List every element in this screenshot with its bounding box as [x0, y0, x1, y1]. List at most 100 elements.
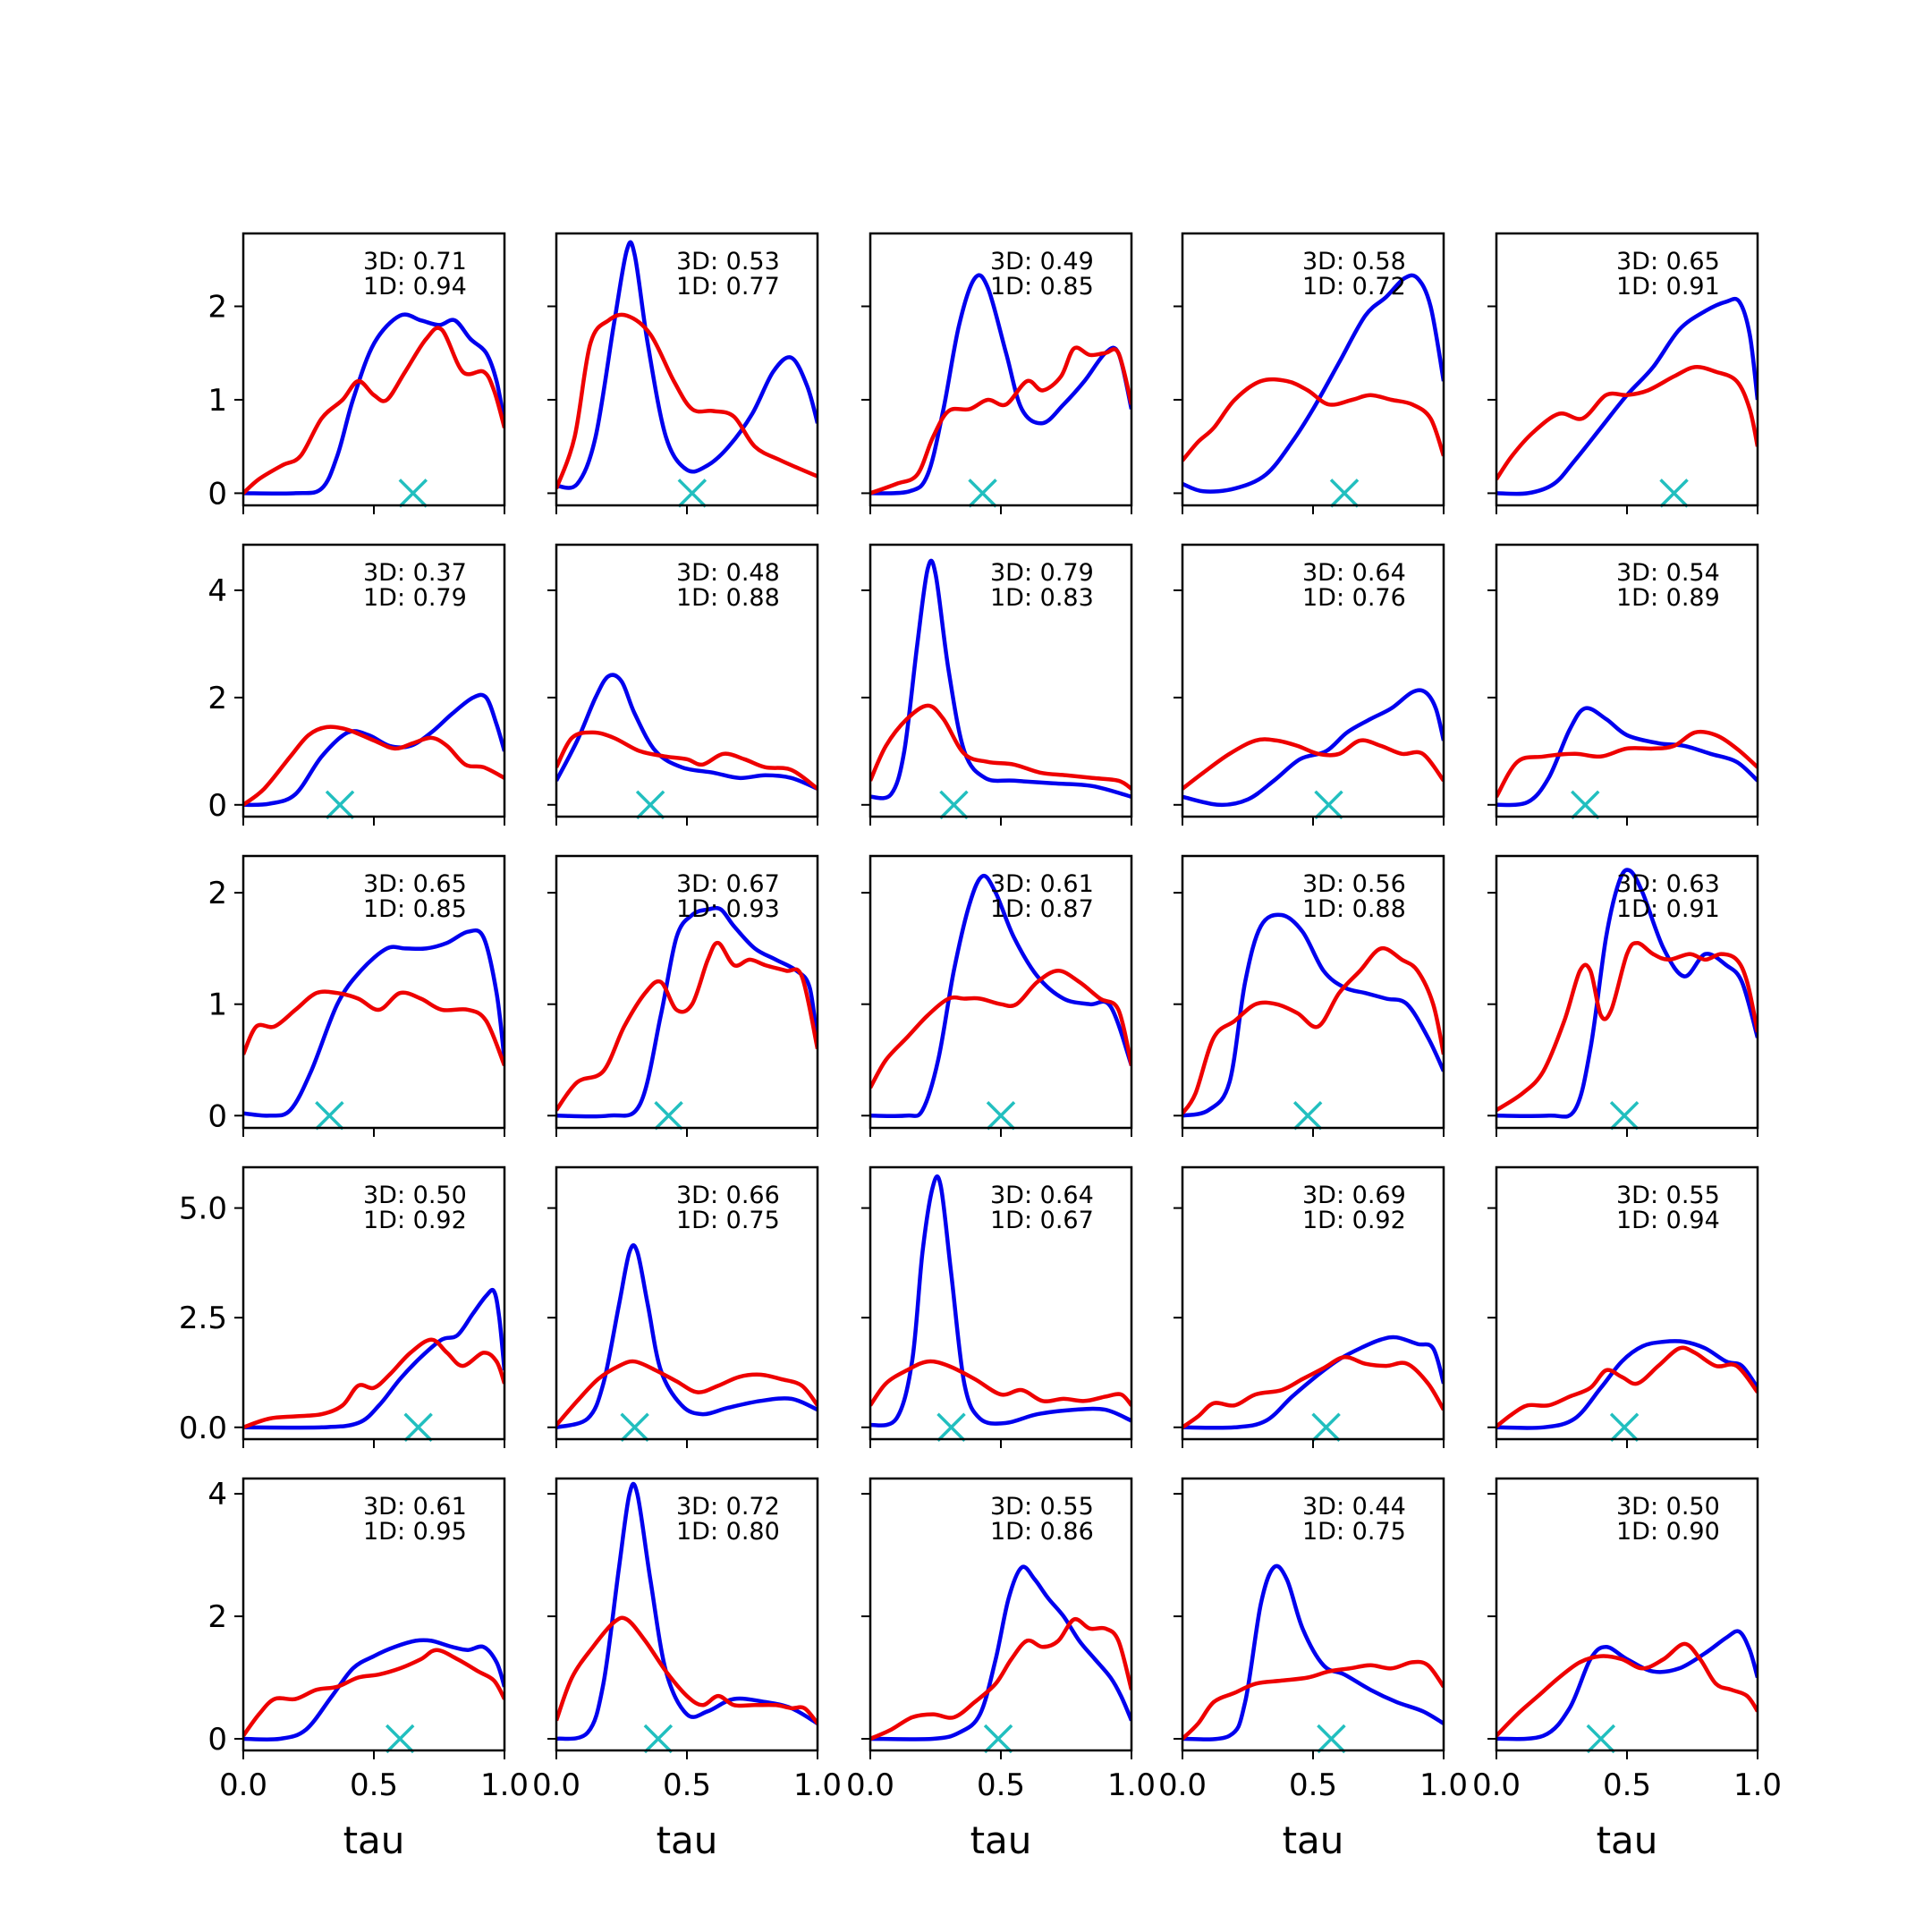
y-tick-label: 2 [208, 681, 227, 716]
mean-marker [983, 1724, 1013, 1754]
mean-marker [1609, 1412, 1640, 1442]
series-blue-line [243, 1638, 504, 1741]
y-tick-label: 0.0 [179, 1411, 227, 1446]
mean-marker [986, 1101, 1016, 1131]
mean-marker [968, 479, 997, 508]
x-tick-label: 0.0 [532, 1767, 580, 1803]
x-tick-label: 0.5 [1603, 1767, 1651, 1803]
x-tick-label: 0.0 [1472, 1767, 1521, 1803]
y-tick-label: 2.5 [179, 1301, 227, 1336]
annotation-3d: 3D: 0.71 [363, 248, 467, 275]
annotation-3d: 3D: 0.61 [990, 870, 1094, 898]
annotation-3d: 3D: 0.64 [990, 1182, 1094, 1209]
x-tick-label: 0.0 [1158, 1767, 1207, 1803]
series-blue-line [243, 1288, 504, 1430]
series-blue-line [870, 1174, 1131, 1428]
mean-marker [1659, 479, 1689, 508]
annotation-1d: 1D: 0.75 [1302, 1518, 1406, 1546]
annotation-1d: 1D: 0.67 [990, 1207, 1094, 1234]
x-tick-label: 0.0 [219, 1767, 267, 1803]
series-red-line [1496, 1641, 1758, 1738]
annotation-1d: 1D: 0.88 [1302, 895, 1406, 923]
series-red-line [870, 969, 1131, 1089]
annotation-3d: 3D: 0.56 [1302, 870, 1406, 898]
y-tick-label: 1 [208, 987, 227, 1023]
series-blue-line [1496, 1629, 1758, 1741]
y-tick-label: 1 [208, 383, 227, 419]
annotation-1d: 1D: 0.90 [1616, 1518, 1720, 1546]
series-blue-line [556, 240, 818, 490]
series-blue-line [243, 928, 504, 1118]
series-red-line [1496, 729, 1758, 798]
y-tick-label: 0 [208, 476, 227, 512]
annotation-1d: 1D: 0.88 [676, 584, 780, 612]
annotation-3d: 3D: 0.37 [363, 559, 467, 587]
series-red-line [870, 703, 1131, 791]
mean-marker [315, 1101, 344, 1131]
mean-marker [1311, 1412, 1341, 1442]
annotation-3d: 3D: 0.65 [363, 870, 467, 898]
x-tick-label: 0.5 [1289, 1767, 1337, 1803]
mean-marker [403, 1412, 433, 1442]
annotation-3d: 3D: 0.67 [676, 870, 780, 898]
annotation-1d: 1D: 0.75 [676, 1207, 780, 1234]
annotation-1d: 1D: 0.92 [363, 1207, 467, 1234]
annotation-1d: 1D: 0.91 [1616, 895, 1720, 923]
mean-marker [677, 479, 708, 508]
series-blue-line [1182, 912, 1444, 1118]
x-axis-label: tau [1283, 1818, 1344, 1862]
annotation-1d: 1D: 0.94 [363, 273, 467, 301]
annotation-1d: 1D: 0.72 [1302, 273, 1406, 301]
series-blue-line [870, 558, 1131, 801]
annotation-3d: 3D: 0.66 [676, 1182, 780, 1209]
mean-marker [635, 790, 665, 820]
series-red-line [870, 1616, 1131, 1741]
series-blue-line [1182, 688, 1444, 808]
series-red-line [870, 1359, 1131, 1407]
annotation-3d: 3D: 0.55 [1616, 1182, 1720, 1209]
annotation-3d: 3D: 0.65 [1616, 248, 1720, 275]
annotation-1d: 1D: 0.77 [676, 273, 780, 301]
annotation-3d: 3D: 0.79 [990, 559, 1094, 587]
y-tick-label: 2 [208, 876, 227, 911]
mean-marker [1609, 1101, 1640, 1131]
annotation-3d: 3D: 0.61 [363, 1493, 467, 1521]
annotation-1d: 1D: 0.93 [676, 895, 780, 923]
series-red-line [556, 1615, 818, 1725]
annotation-1d: 1D: 0.85 [363, 895, 467, 923]
series-red-line [1182, 377, 1444, 462]
series-blue-line [243, 692, 504, 808]
series-red-line [1182, 737, 1444, 791]
annotation-1d: 1D: 0.86 [990, 1518, 1094, 1546]
series-blue-line [243, 312, 504, 496]
x-axis-label: tau [970, 1818, 1032, 1862]
annotation-1d: 1D: 0.83 [990, 584, 1094, 612]
series-blue-line [556, 673, 818, 791]
annotation-1d: 1D: 0.91 [1616, 273, 1720, 301]
x-tick-label: 1.0 [1733, 1767, 1782, 1803]
x-tick-label: 0.5 [350, 1767, 398, 1803]
series-red-line [1496, 1345, 1758, 1428]
series-red-line [1182, 945, 1444, 1115]
series-blue-line [556, 1481, 818, 1741]
y-tick-label: 0 [208, 1098, 227, 1134]
annotation-3d: 3D: 0.44 [1302, 1493, 1406, 1521]
mean-marker [1317, 1724, 1346, 1754]
annotation-3d: 3D: 0.64 [1302, 559, 1406, 587]
annotation-1d: 1D: 0.94 [1616, 1207, 1720, 1234]
annotation-1d: 1D: 0.80 [676, 1518, 780, 1546]
annotation-1d: 1D: 0.92 [1302, 1207, 1406, 1234]
